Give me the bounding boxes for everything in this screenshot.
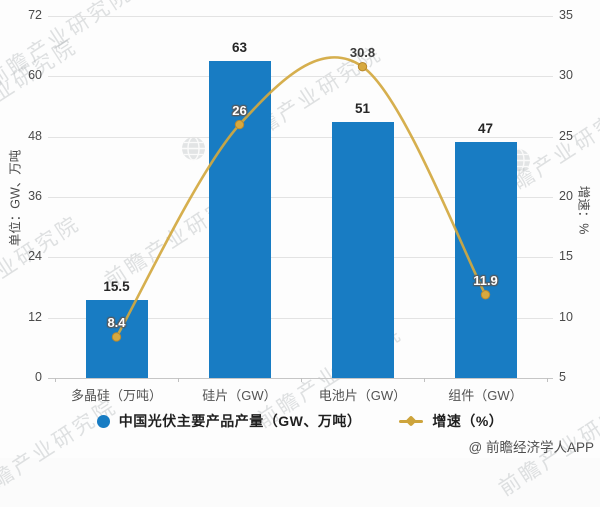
- grid-line: [48, 16, 553, 17]
- right-axis-tick-label: 25: [559, 128, 573, 143]
- bar-series-legend-icon: [96, 414, 110, 428]
- bar: [331, 121, 394, 378]
- bar: [85, 300, 148, 378]
- x-axis-category-label: 多晶硅（万吨）: [70, 388, 162, 403]
- legend: 中国光伏主要产品产量（GW、万吨） 增速（%）: [0, 409, 600, 433]
- bar-value-label: 51: [354, 100, 371, 116]
- left-axis-tick-label: 12: [28, 309, 42, 324]
- x-axis-category-label: 电池片（GW）: [318, 388, 407, 403]
- x-axis-tick: [547, 378, 548, 382]
- legend-item-growth: 增速（%）: [399, 411, 503, 431]
- right-axis-tick-label: 5: [559, 370, 566, 384]
- x-axis-tick: [424, 378, 425, 382]
- x-axis-tick: [178, 378, 179, 382]
- x-axis-category-label: 硅片（GW）: [202, 388, 277, 403]
- grid-line: [48, 136, 553, 138]
- left-axis-tick-label: 48: [28, 128, 42, 143]
- bar-series-legend-label: 中国光伏主要产品产量（GW、万吨）: [118, 413, 362, 429]
- legend-item-production: 中国光伏主要产品产量（GW、万吨）: [96, 411, 362, 431]
- bar-value-label: 15.5: [103, 279, 130, 295]
- right-axis-tick-label: 15: [559, 249, 573, 264]
- grid-line: [48, 76, 553, 78]
- line-series-legend-label: 增速（%）: [432, 413, 504, 429]
- bar-value-label: 63: [231, 40, 248, 56]
- bar-value-label: 47: [477, 120, 494, 136]
- right-axis-tick-label: 30: [559, 68, 573, 83]
- left-axis-tick-label: 60: [28, 68, 42, 83]
- right-axis-tick-label: 35: [559, 8, 573, 22]
- line-series-legend-icon: [399, 414, 424, 427]
- right-axis-tick-label: 10: [559, 309, 573, 324]
- credit-text: @ 前瞻经济学人APP: [468, 440, 594, 455]
- left-axis-tick-label: 36: [28, 189, 42, 203]
- diamond-icon: [405, 414, 417, 427]
- line-value-label: 11.9: [473, 272, 498, 288]
- line-value-label: 8.4: [107, 314, 126, 330]
- left-axis-tick-label: 0: [35, 370, 42, 384]
- x-axis-tick: [301, 378, 302, 382]
- x-axis-tick: [55, 378, 56, 382]
- line-value-label: 30.8: [349, 44, 376, 60]
- right-axis-tick-label: 20: [559, 189, 573, 203]
- x-axis-category-label: 组件（GW）: [448, 388, 523, 403]
- watermark-globe-icon: [180, 135, 207, 167]
- line-point-marker: [357, 61, 368, 72]
- line-value-label: 26: [232, 102, 247, 118]
- left-axis-tick-label: 24: [28, 249, 42, 264]
- grid-line: [48, 378, 553, 379]
- right-axis-title: 增速：%: [576, 185, 591, 235]
- left-axis-title: 单位：GW、万吨: [8, 149, 23, 247]
- left-axis-tick-label: 72: [28, 8, 42, 22]
- bar: [454, 141, 517, 378]
